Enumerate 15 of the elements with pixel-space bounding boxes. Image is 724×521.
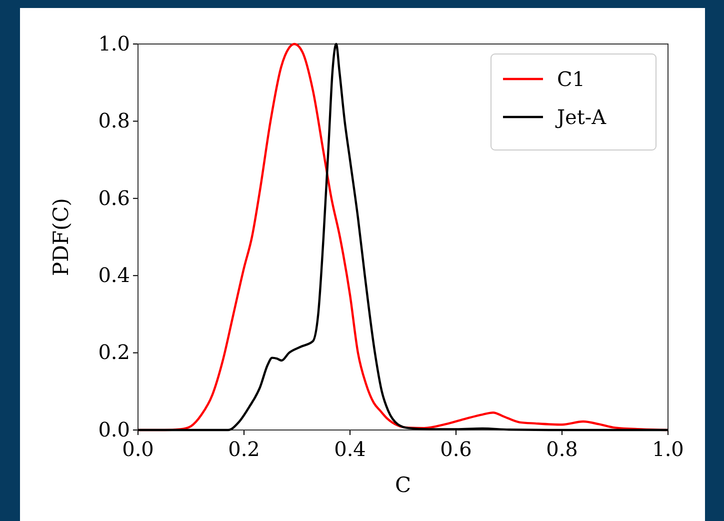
x-tick-label: 0.8: [546, 437, 578, 461]
x-tick-label: 0.4: [334, 437, 366, 461]
x-tick-label: 1.0: [652, 437, 684, 461]
x-tick-label: 0.6: [440, 437, 472, 461]
line-series: [136, 42, 670, 432]
y-tick-label: 0.4: [98, 263, 130, 287]
y-tick-label: 0.6: [98, 186, 130, 210]
legend-label: C1: [557, 67, 586, 91]
y-tick-label: 0.8: [98, 108, 130, 133]
legend-label: Jet-A: [555, 105, 607, 129]
x-axis-title: C: [394, 473, 412, 497]
y-axis-title: PDF(C): [49, 198, 73, 276]
y-tick-label: 0.2: [98, 340, 130, 364]
y-tick-label: 1.0: [98, 31, 130, 56]
x-tick-label: 0.2: [228, 437, 260, 461]
